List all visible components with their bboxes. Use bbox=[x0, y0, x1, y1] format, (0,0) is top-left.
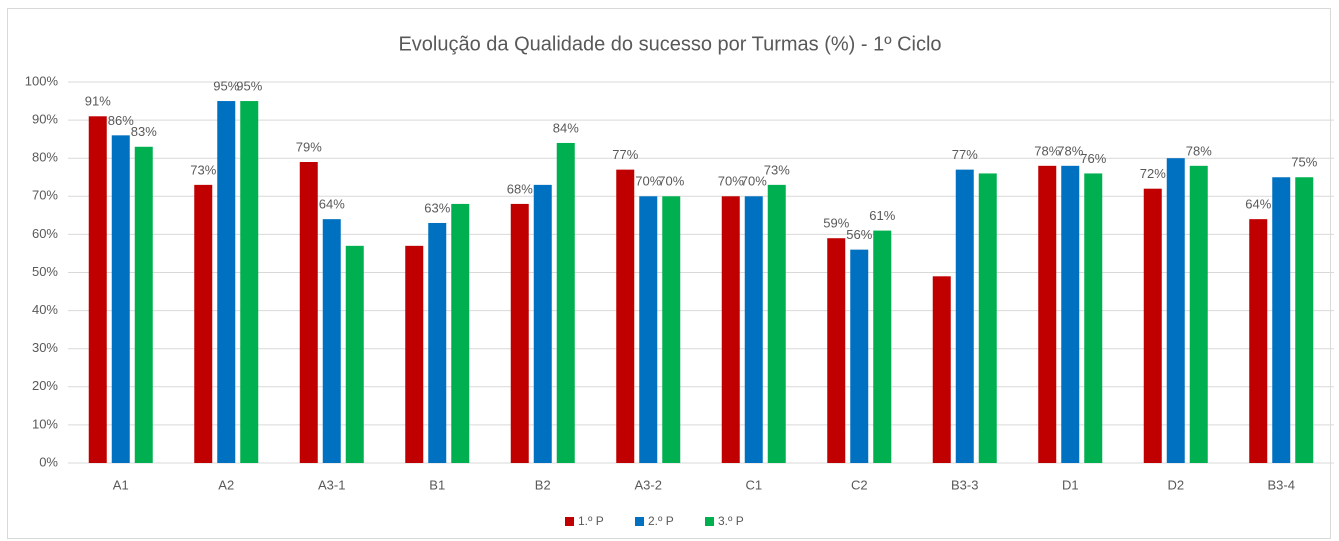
x-tick-label: B1 bbox=[429, 477, 445, 492]
bar bbox=[451, 203, 470, 464]
bar bbox=[616, 169, 635, 463]
x-tick-label: B3-3 bbox=[951, 477, 978, 492]
bar bbox=[134, 146, 153, 463]
bar bbox=[1272, 177, 1291, 463]
data-label: 64% bbox=[1245, 197, 1271, 212]
bar bbox=[1166, 158, 1185, 463]
y-tick-label: 50% bbox=[32, 264, 58, 279]
data-label: 86% bbox=[108, 113, 134, 128]
bar bbox=[873, 230, 892, 463]
bar bbox=[322, 219, 341, 463]
legend-swatch bbox=[635, 517, 644, 526]
y-tick-label: 60% bbox=[32, 226, 58, 241]
data-label: 84% bbox=[553, 120, 579, 135]
bar bbox=[932, 276, 951, 463]
data-label: 79% bbox=[296, 139, 322, 154]
bar bbox=[1143, 188, 1162, 463]
y-tick-label: 80% bbox=[32, 150, 58, 165]
bar bbox=[217, 101, 236, 464]
x-tick-label: C1 bbox=[745, 477, 762, 492]
legend-swatch bbox=[705, 517, 714, 526]
data-label: 70% bbox=[718, 174, 744, 189]
bar bbox=[533, 184, 552, 463]
bar bbox=[111, 135, 130, 463]
y-tick-label: 90% bbox=[32, 112, 58, 127]
y-tick-label: 70% bbox=[32, 188, 58, 203]
bar bbox=[955, 169, 974, 463]
data-label: 95% bbox=[213, 78, 239, 93]
x-tick-label: B2 bbox=[535, 477, 551, 492]
data-label: 61% bbox=[869, 208, 895, 223]
x-tick-label: D1 bbox=[1062, 477, 1079, 492]
legend-label: 3.º P bbox=[718, 514, 744, 528]
data-label: 75% bbox=[1291, 155, 1317, 170]
y-tick-label: 100% bbox=[25, 73, 59, 88]
bar bbox=[1061, 165, 1080, 463]
data-label: 64% bbox=[319, 197, 345, 212]
bar bbox=[1189, 165, 1208, 463]
bar bbox=[1084, 173, 1103, 463]
data-label: 77% bbox=[612, 147, 638, 162]
data-label: 70% bbox=[635, 174, 661, 189]
data-label: 68% bbox=[507, 181, 533, 196]
y-tick-label: 20% bbox=[32, 378, 58, 393]
x-tick-label: A3-1 bbox=[318, 477, 345, 492]
data-label: 77% bbox=[952, 147, 978, 162]
data-label: 78% bbox=[1186, 143, 1212, 158]
y-tick-label: 40% bbox=[32, 302, 58, 317]
data-label: 83% bbox=[131, 124, 157, 139]
legend-label: 2.º P bbox=[648, 514, 674, 528]
bar bbox=[827, 238, 846, 463]
bar bbox=[556, 142, 575, 463]
bar bbox=[194, 184, 213, 463]
bar bbox=[510, 203, 529, 464]
data-label: 73% bbox=[190, 162, 216, 177]
x-tick-label: A3-2 bbox=[635, 477, 662, 492]
bar bbox=[1249, 219, 1268, 463]
data-label: 59% bbox=[823, 216, 849, 231]
y-tick-label: 10% bbox=[32, 416, 58, 431]
data-label: 63% bbox=[424, 200, 450, 215]
x-tick-label: C2 bbox=[851, 477, 868, 492]
y-tick-label: 30% bbox=[32, 340, 58, 355]
data-label: 95% bbox=[236, 78, 262, 93]
x-tick-label: A1 bbox=[113, 477, 129, 492]
data-label: 70% bbox=[741, 174, 767, 189]
data-label: 72% bbox=[1140, 166, 1166, 181]
bar bbox=[1295, 177, 1314, 463]
bar bbox=[662, 196, 681, 464]
legend-swatch bbox=[565, 517, 574, 526]
bar bbox=[721, 196, 740, 464]
chart-frame bbox=[7, 8, 1331, 539]
y-tick-label: 0% bbox=[39, 454, 58, 469]
data-label: 73% bbox=[764, 162, 790, 177]
bar bbox=[850, 249, 869, 463]
x-tick-label: A2 bbox=[218, 477, 234, 492]
x-tick-label: D2 bbox=[1167, 477, 1184, 492]
bar bbox=[345, 245, 364, 463]
legend-label: 1.º P bbox=[578, 514, 604, 528]
bar bbox=[240, 101, 259, 464]
bar bbox=[428, 222, 447, 463]
bar bbox=[744, 196, 763, 464]
bar bbox=[405, 245, 424, 463]
bar bbox=[88, 116, 107, 463]
bar bbox=[1038, 165, 1057, 463]
data-label: 78% bbox=[1034, 143, 1060, 158]
data-label: 78% bbox=[1057, 143, 1083, 158]
data-label: 56% bbox=[846, 227, 872, 242]
bar bbox=[767, 184, 786, 463]
data-label: 91% bbox=[85, 94, 111, 109]
bar bbox=[978, 173, 997, 463]
bar bbox=[299, 162, 318, 463]
data-label: 76% bbox=[1080, 151, 1106, 166]
chart-title: Evolução da Qualidade do sucesso por Tur… bbox=[398, 33, 941, 55]
x-tick-label: B3-4 bbox=[1268, 477, 1295, 492]
data-label: 70% bbox=[658, 174, 684, 189]
bar bbox=[639, 196, 658, 464]
